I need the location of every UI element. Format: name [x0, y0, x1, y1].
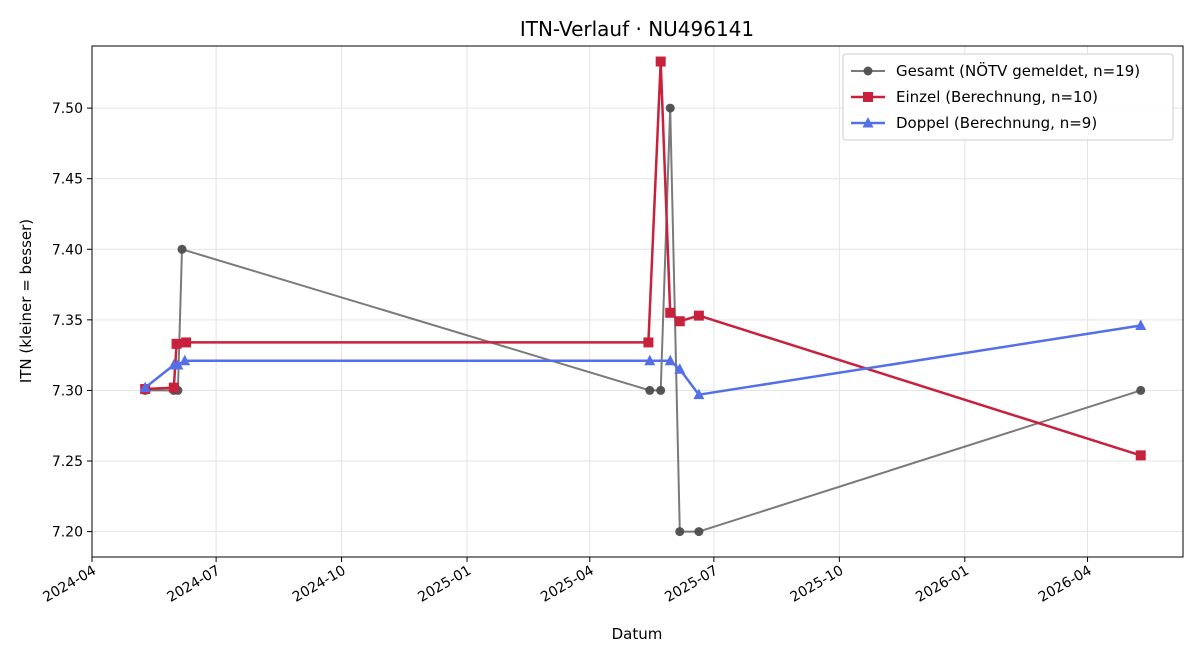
- legend-label: Einzel (Berechnung, n=10): [896, 88, 1098, 106]
- data-point: [675, 527, 685, 537]
- data-point: [1135, 319, 1147, 330]
- legend-item: Einzel (Berechnung, n=10): [851, 88, 1098, 106]
- legend-box: [842, 53, 1174, 141]
- legend-marker: [863, 66, 873, 76]
- data-point: [665, 307, 676, 318]
- data-point: [168, 382, 179, 393]
- data-point: [655, 56, 666, 67]
- y-tick-label: 7.45: [52, 172, 83, 188]
- data-point: [179, 354, 191, 366]
- chart-title: ITN-Verlauf · NU496141: [520, 17, 754, 41]
- y-tick-label: 7.50: [52, 101, 83, 117]
- legend-item: Gesamt (NÖTV gemeldet, n=19): [851, 61, 1140, 80]
- series-layer: [139, 56, 1147, 537]
- legend-item: Doppel (Berechnung, n=9): [851, 114, 1097, 132]
- data-point: [656, 385, 666, 395]
- legend-label: Gesamt (NÖTV gemeldet, n=19): [896, 61, 1140, 80]
- y-tick-label: 7.35: [52, 313, 83, 329]
- data-point: [177, 244, 187, 254]
- y-tick-label: 7.25: [52, 454, 83, 470]
- data-point: [693, 310, 704, 321]
- series-triangle: [139, 319, 1147, 400]
- data-point: [644, 354, 656, 366]
- data-point: [674, 363, 686, 374]
- data-point: [1136, 385, 1146, 395]
- data-point: [181, 337, 192, 348]
- data-point: [693, 388, 705, 400]
- data-point: [171, 338, 182, 349]
- y-tick-label: 7.20: [52, 525, 83, 541]
- x-axis-title: Datum: [612, 625, 663, 643]
- data-point: [645, 385, 655, 395]
- data-point: [1135, 450, 1146, 461]
- data-point: [139, 381, 151, 393]
- legend-label: Doppel (Berechnung, n=9): [896, 114, 1097, 132]
- data-point: [172, 359, 184, 370]
- data-point: [694, 527, 704, 537]
- data-point: [664, 354, 676, 366]
- y-tick-label: 7.30: [52, 383, 83, 399]
- legend-marker: [862, 117, 874, 128]
- y-tick-label: 7.40: [52, 242, 83, 258]
- legend: Gesamt (NÖTV gemeldet, n=19) Einzel (Bere…: [842, 53, 1174, 141]
- plot-frame: [91, 45, 1184, 558]
- data-point: [643, 337, 654, 348]
- data-point: [674, 316, 685, 327]
- y-axis-title: ITN (kleiner = besser): [17, 219, 35, 383]
- data-point: [665, 103, 675, 113]
- legend-marker: [863, 92, 873, 102]
